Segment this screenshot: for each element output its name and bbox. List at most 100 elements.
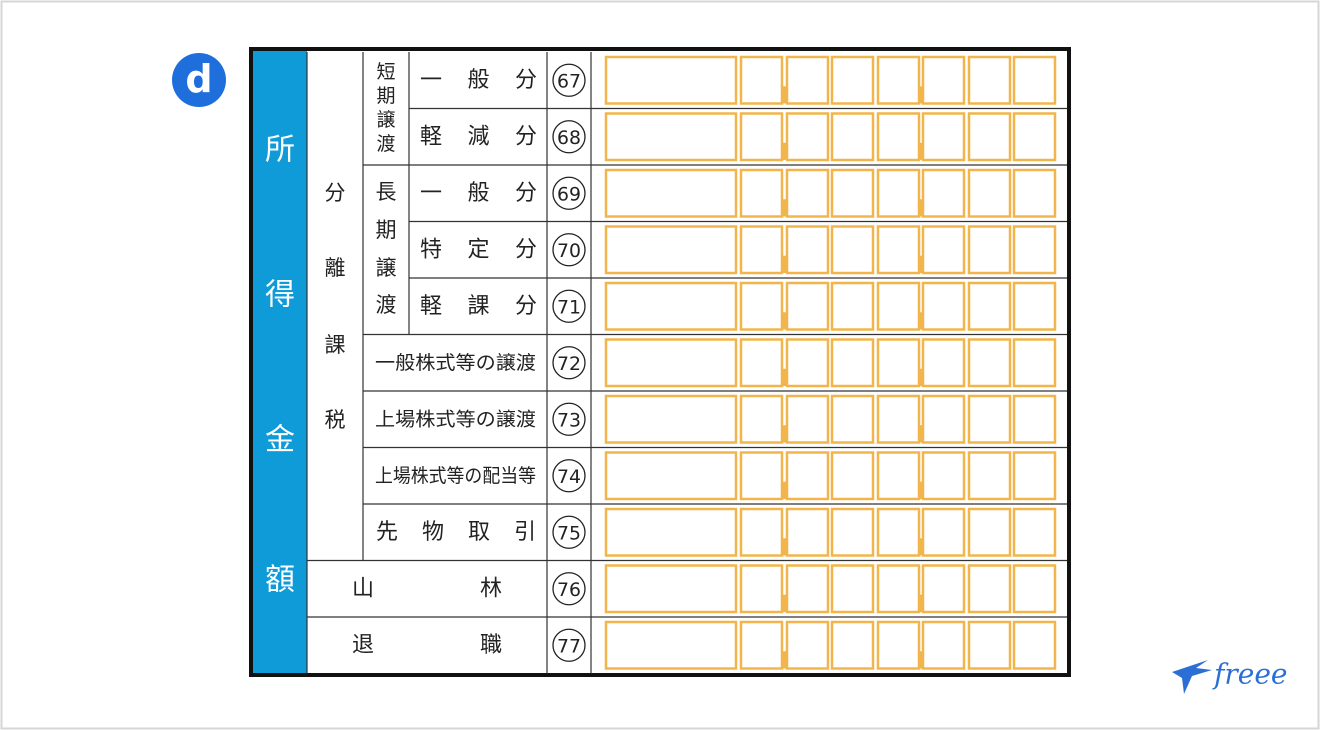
number-circle bbox=[552, 63, 586, 97]
input-box bbox=[739, 451, 784, 501]
row-label: 上場株式等の譲渡 bbox=[375, 408, 536, 430]
input-box bbox=[921, 225, 966, 275]
input-box bbox=[921, 564, 966, 614]
input-box bbox=[967, 55, 1012, 105]
input-box bbox=[604, 112, 738, 162]
input-box bbox=[739, 620, 784, 670]
input-box bbox=[967, 281, 1012, 331]
input-box bbox=[967, 225, 1012, 275]
row-number: 68 bbox=[557, 127, 581, 149]
input-box bbox=[1012, 507, 1057, 557]
subgroup-label: 渡 bbox=[376, 133, 395, 155]
input-box bbox=[604, 338, 738, 388]
input-box bbox=[876, 394, 921, 444]
input-box bbox=[604, 394, 738, 444]
number-circle bbox=[552, 515, 586, 549]
row-number: 76 bbox=[557, 579, 581, 601]
input-box bbox=[921, 168, 966, 218]
input-box bbox=[967, 451, 1012, 501]
input-box bbox=[876, 620, 921, 670]
input-box bbox=[739, 394, 784, 444]
input-box bbox=[1012, 451, 1057, 501]
input-box bbox=[876, 507, 921, 557]
side-label: 額 bbox=[265, 563, 295, 598]
row-label: 軽課分 bbox=[420, 294, 537, 319]
input-box bbox=[739, 281, 784, 331]
number-circle bbox=[552, 233, 586, 267]
input-box bbox=[967, 507, 1012, 557]
input-box bbox=[830, 281, 875, 331]
row-number: 72 bbox=[557, 353, 581, 375]
input-box bbox=[604, 507, 738, 557]
logo-text: freee bbox=[1212, 658, 1287, 691]
input-box bbox=[739, 55, 784, 105]
input-box bbox=[921, 55, 966, 105]
row-number: 75 bbox=[557, 522, 581, 544]
input-box bbox=[785, 338, 830, 388]
input-box bbox=[785, 394, 830, 444]
group-label: 課 bbox=[325, 333, 346, 357]
input-box bbox=[785, 451, 830, 501]
row-number: 74 bbox=[557, 466, 581, 488]
input-box bbox=[1012, 168, 1057, 218]
input-box bbox=[967, 394, 1012, 444]
subgroup-label: 短 bbox=[376, 61, 395, 83]
input-box bbox=[785, 281, 830, 331]
input-box bbox=[1012, 55, 1057, 105]
side-label: 所 bbox=[265, 133, 295, 168]
input-box bbox=[604, 564, 738, 614]
input-box bbox=[830, 168, 875, 218]
input-box bbox=[604, 451, 738, 501]
input-box bbox=[785, 620, 830, 670]
input-box bbox=[830, 112, 875, 162]
input-box bbox=[876, 168, 921, 218]
badge-circle bbox=[172, 53, 226, 107]
input-box bbox=[1012, 394, 1057, 444]
input-box bbox=[604, 281, 738, 331]
row-label: 一般分 bbox=[420, 181, 537, 206]
number-circle bbox=[552, 120, 586, 154]
input-box bbox=[921, 507, 966, 557]
input-box bbox=[785, 55, 830, 105]
input-box bbox=[830, 338, 875, 388]
input-box bbox=[876, 564, 921, 614]
group-label: 税 bbox=[325, 408, 346, 432]
input-box bbox=[604, 168, 738, 218]
input-box bbox=[1012, 338, 1057, 388]
row-number: 69 bbox=[557, 183, 581, 205]
input-box bbox=[785, 225, 830, 275]
input-box bbox=[739, 225, 784, 275]
input-box bbox=[921, 394, 966, 444]
number-circle bbox=[552, 459, 586, 493]
input-box bbox=[739, 112, 784, 162]
number-circle bbox=[552, 346, 586, 380]
row-label: 一般分 bbox=[420, 68, 537, 93]
input-box bbox=[967, 338, 1012, 388]
input-box bbox=[830, 394, 875, 444]
group-label: 分 bbox=[325, 181, 346, 205]
input-box bbox=[785, 168, 830, 218]
row-number: 71 bbox=[557, 296, 581, 318]
subgroup-label: 期 bbox=[376, 85, 395, 107]
subgroup-label: 渡 bbox=[376, 293, 397, 317]
input-box bbox=[604, 225, 738, 275]
input-box bbox=[830, 564, 875, 614]
input-box bbox=[921, 112, 966, 162]
subgroup-label: 長 bbox=[376, 180, 397, 204]
input-box bbox=[785, 564, 830, 614]
input-box bbox=[876, 225, 921, 275]
input-box bbox=[830, 507, 875, 557]
input-box bbox=[785, 112, 830, 162]
input-box bbox=[967, 564, 1012, 614]
row-number: 77 bbox=[557, 635, 581, 657]
input-box bbox=[876, 281, 921, 331]
input-box bbox=[967, 620, 1012, 670]
input-box bbox=[830, 620, 875, 670]
logo-mark bbox=[1172, 660, 1212, 694]
input-box bbox=[876, 112, 921, 162]
row-label: 上場株式等の配当等 bbox=[375, 465, 536, 487]
input-box bbox=[830, 55, 875, 105]
input-box bbox=[785, 507, 830, 557]
